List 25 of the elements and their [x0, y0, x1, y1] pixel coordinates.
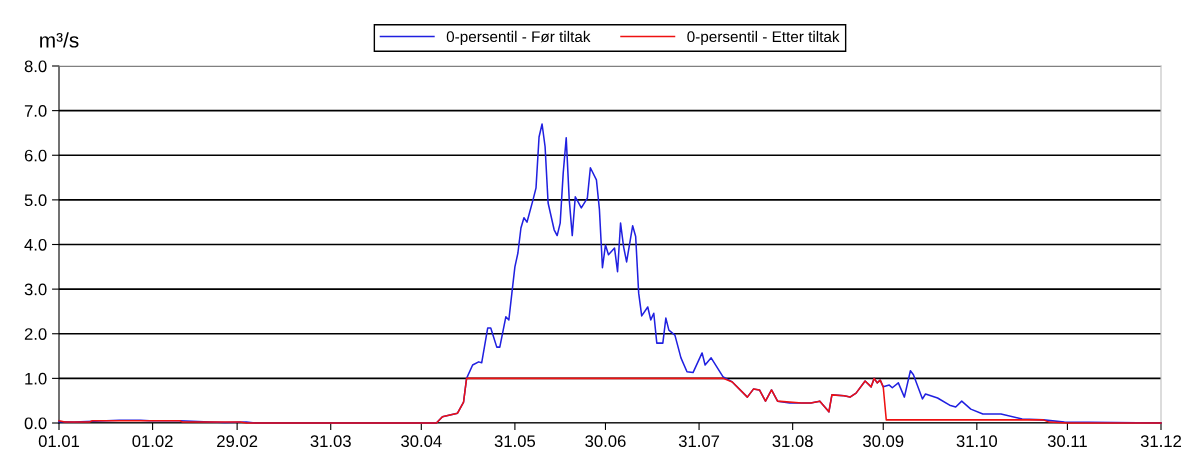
y-tick-label: 1.0 — [25, 372, 47, 385]
x-tick-label: 30.04 — [401, 435, 442, 448]
x-tick-label: 31.07 — [678, 435, 720, 448]
y-tick-label: 6.0 — [24, 149, 47, 162]
y-tick-label: 5.0 — [24, 194, 47, 207]
x-tick-label: 31.10 — [956, 435, 998, 448]
legend-label: 0-persentil - Etter tiltak — [687, 30, 840, 46]
y-tick-label: 8.0 — [24, 60, 47, 73]
y-tick-label: 2.0 — [24, 328, 47, 340]
y-tick-label: 0.0 — [24, 417, 47, 430]
x-tick-label: 30.11 — [1047, 435, 1087, 448]
legend-label: 0-persentil - Før tiltak — [446, 30, 591, 46]
x-tick-label: 01.01 — [38, 435, 80, 448]
x-tick-label: 30.09 — [863, 435, 904, 448]
x-tick-label: 31.12 — [1140, 435, 1182, 448]
y-tick-label: 3.0 — [24, 283, 47, 296]
x-tick-label: 30.06 — [585, 435, 626, 448]
y-tick-label: 4.0 — [24, 238, 47, 251]
y-axis-title: m³/s — [40, 32, 79, 48]
x-tick-label: 01.02 — [132, 435, 173, 448]
y-tick-label: 7.0 — [24, 105, 47, 117]
x-tick-label: 29.02 — [217, 435, 258, 448]
x-tick-label: 31.08 — [772, 435, 813, 448]
x-tick-label: 31.03 — [310, 435, 351, 448]
x-tick-label: 31.05 — [494, 435, 536, 448]
